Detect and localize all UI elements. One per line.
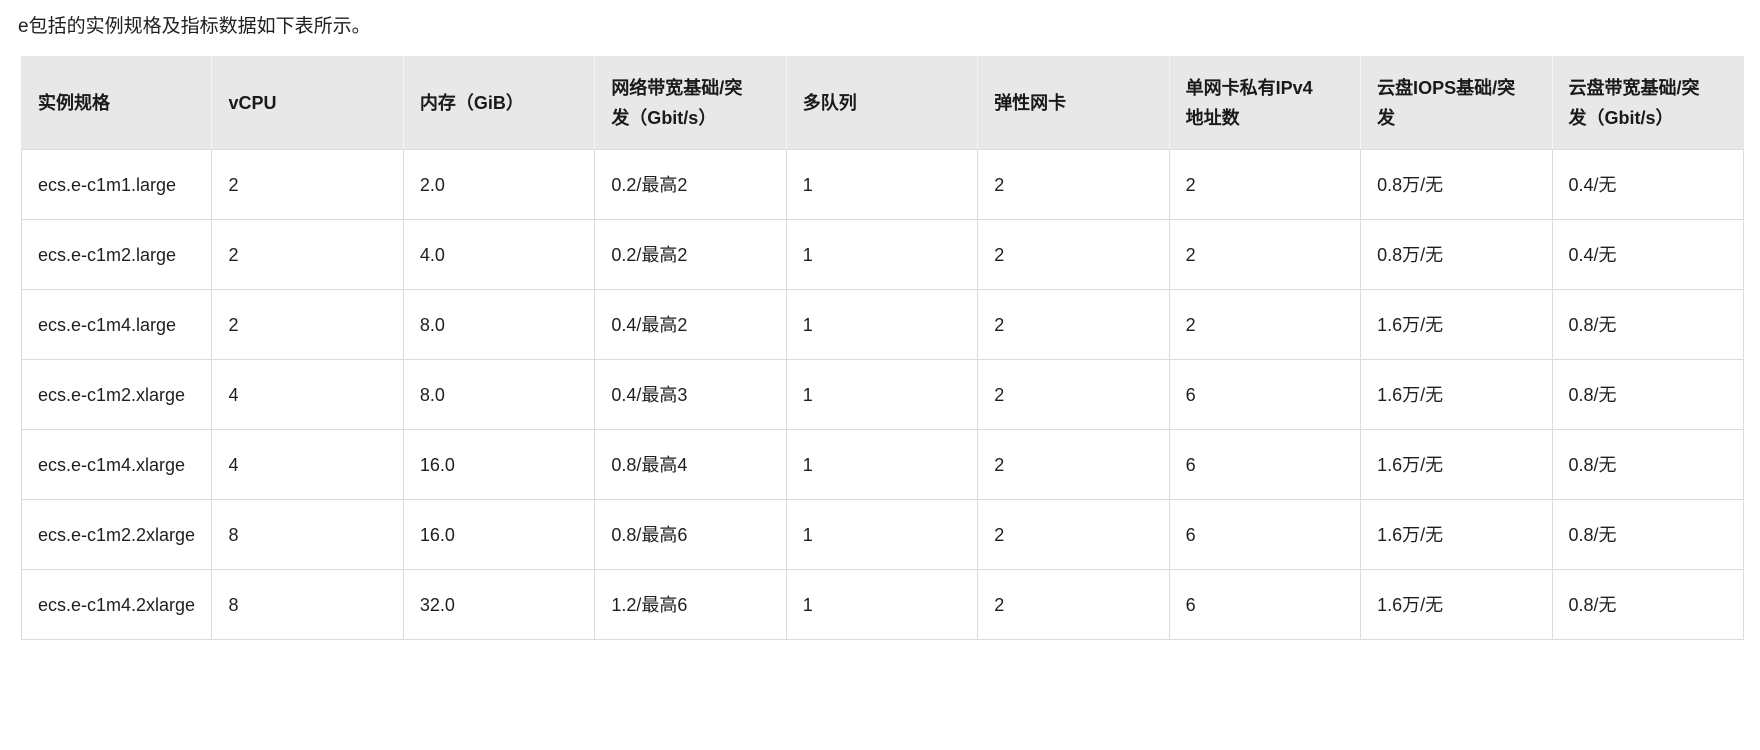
spec-value-cell: 1.6万/无 — [1361, 430, 1553, 500]
spec-value-cell: 2 — [978, 290, 1170, 360]
instance-type-cell: ecs.e-c1m4.2xlarge — [21, 570, 213, 640]
spec-value-cell: 1 — [786, 290, 979, 360]
spec-value-cell: 8.0 — [403, 360, 596, 430]
column-header: 网络带宽基础/突发（Gbit/s） — [595, 56, 787, 150]
spec-value-cell: 8 — [212, 500, 404, 570]
spec-value-cell: 4 — [212, 360, 404, 430]
spec-value-cell: 2 — [1169, 290, 1362, 360]
spec-value-cell: 1 — [786, 360, 979, 430]
spec-value-cell: 1 — [786, 150, 979, 220]
spec-value-cell: 1 — [786, 500, 979, 570]
spec-value-cell: 8.0 — [403, 290, 596, 360]
spec-value-cell: 16.0 — [403, 500, 596, 570]
spec-value-cell: 8 — [212, 570, 404, 640]
column-header: 云盘带宽基础/突发（Gbit/s） — [1552, 56, 1744, 150]
spec-value-cell: 2 — [212, 290, 404, 360]
spec-value-cell: 0.4/最高2 — [595, 290, 787, 360]
column-header-label: 云盘带宽基础/突发（Gbit/s） — [1568, 77, 1700, 128]
spec-value-cell: 0.8/无 — [1552, 430, 1744, 500]
spec-value-cell: 0.8/无 — [1552, 290, 1744, 360]
spec-value-cell: 2 — [1169, 150, 1362, 220]
column-header-label: vCPU — [228, 92, 277, 113]
spec-value-cell: 4 — [212, 430, 404, 500]
spec-value-cell: 1.6万/无 — [1361, 360, 1553, 430]
spec-value-cell: 0.8万/无 — [1361, 150, 1553, 220]
table-row: ecs.e-c1m2.2xlarge 8 16.0 0.8/最高6 1 2 6 1.6万/无 0… — [21, 500, 1744, 570]
spec-value-cell: 0.2/最高2 — [595, 150, 787, 220]
spec-value-cell: 2.0 — [403, 150, 596, 220]
spec-value-cell: 0.8/无 — [1552, 500, 1744, 570]
spec-value-cell: 0.8/无 — [1552, 360, 1744, 430]
instance-type-cell: ecs.e-c1m4.large — [21, 290, 213, 360]
instance-type-cell: ecs.e-c1m4.xlarge — [21, 430, 213, 500]
spec-value-cell: 0.8/无 — [1552, 570, 1744, 640]
spec-value-cell: 6 — [1169, 500, 1362, 570]
column-header-label: 多队列 — [802, 92, 857, 113]
spec-value-cell: 6 — [1169, 360, 1362, 430]
column-header-label: 内存（GiB） — [419, 92, 524, 113]
spec-value-cell: 2 — [978, 570, 1170, 640]
spec-value-cell: 1 — [786, 570, 979, 640]
spec-value-cell: 1.2/最高6 — [595, 570, 787, 640]
column-header: 弹性网卡 — [978, 56, 1170, 150]
table-body: ecs.e-c1m1.large 2 2.0 0.2/最高2 1 2 2 0.8万/无 0.4/… — [21, 150, 1744, 640]
instance-spec-table: 实例规格 vCPU 内存（GiB） 网络带宽基础/突发（Gbit/s） 多队列 弹性网卡 单… — [21, 56, 1744, 640]
spec-value-cell: 6 — [1169, 570, 1362, 640]
spec-value-cell: 2 — [978, 500, 1170, 570]
column-header-label: 单网卡私有IPv4地址数 — [1185, 77, 1313, 128]
instance-type-cell: ecs.e-c1m2.xlarge — [21, 360, 213, 430]
spec-value-cell: 0.4/无 — [1552, 220, 1744, 290]
table-row: ecs.e-c1m2.xlarge 4 8.0 0.4/最高3 1 2 6 1.6万/无 0.8… — [21, 360, 1744, 430]
table-row: ecs.e-c1m2.large 2 4.0 0.2/最高2 1 2 2 0.8万/无 0.4/… — [21, 220, 1744, 290]
table-row: ecs.e-c1m4.large 2 8.0 0.4/最高2 1 2 2 1.6万/无 0.8/… — [21, 290, 1744, 360]
table-row: ecs.e-c1m4.2xlarge 8 32.0 1.2/最高6 1 2 6 1.6万/无 0… — [21, 570, 1744, 640]
spec-value-cell: 2 — [978, 360, 1170, 430]
spec-value-cell: 2 — [978, 220, 1170, 290]
table-row: ecs.e-c1m1.large 2 2.0 0.2/最高2 1 2 2 0.8万/无 0.4/… — [21, 150, 1744, 220]
instance-type-cell: ecs.e-c1m2.2xlarge — [21, 500, 213, 570]
column-header-label: 实例规格 — [38, 92, 110, 113]
spec-value-cell: 0.8/最高4 — [595, 430, 787, 500]
header-row: 实例规格 vCPU 内存（GiB） 网络带宽基础/突发（Gbit/s） 多队列 弹性网卡 单… — [21, 56, 1744, 150]
spec-value-cell: 1.6万/无 — [1361, 500, 1553, 570]
instance-type-cell: ecs.e-c1m1.large — [21, 150, 213, 220]
spec-value-cell: 0.2/最高2 — [595, 220, 787, 290]
spec-value-cell: 2 — [212, 150, 404, 220]
spec-value-cell: 2 — [978, 430, 1170, 500]
instance-type-cell: ecs.e-c1m2.large — [21, 220, 213, 290]
column-header-label: 网络带宽基础/突发（Gbit/s） — [611, 77, 743, 128]
spec-value-cell: 1.6万/无 — [1361, 290, 1553, 360]
spec-value-cell: 0.8/最高6 — [595, 500, 787, 570]
spec-value-cell: 0.4/无 — [1552, 150, 1744, 220]
spec-value-cell: 2 — [978, 150, 1170, 220]
spec-value-cell: 4.0 — [403, 220, 596, 290]
spec-value-cell: 32.0 — [403, 570, 596, 640]
spec-value-cell: 1 — [786, 430, 979, 500]
spec-value-cell: 2 — [1169, 220, 1362, 290]
spec-value-cell: 16.0 — [403, 430, 596, 500]
column-header-label: 云盘IOPS基础/突发 — [1377, 77, 1516, 128]
spec-value-cell: 1.6万/无 — [1361, 570, 1553, 640]
column-header: 多队列 — [786, 56, 979, 150]
spec-value-cell: 0.4/最高3 — [595, 360, 787, 430]
spec-value-cell: 6 — [1169, 430, 1362, 500]
table-header: 实例规格 vCPU 内存（GiB） 网络带宽基础/突发（Gbit/s） 多队列 弹性网卡 单… — [21, 56, 1744, 150]
column-header: 云盘IOPS基础/突发 — [1361, 56, 1553, 150]
spec-value-cell: 0.8万/无 — [1361, 220, 1553, 290]
column-header: 内存（GiB） — [403, 56, 596, 150]
column-header: vCPU — [212, 56, 404, 150]
intro-text: e包括的实例规格及指标数据如下表所示。 — [18, 16, 371, 37]
column-header: 实例规格 — [21, 56, 213, 150]
spec-value-cell: 1 — [786, 220, 979, 290]
spec-value-cell: 2 — [212, 220, 404, 290]
column-header: 单网卡私有IPv4地址数 — [1169, 56, 1362, 150]
column-header-label: 弹性网卡 — [994, 92, 1067, 113]
table-row: ecs.e-c1m4.xlarge 4 16.0 0.8/最高4 1 2 6 1.6万/无 0.… — [21, 430, 1744, 500]
